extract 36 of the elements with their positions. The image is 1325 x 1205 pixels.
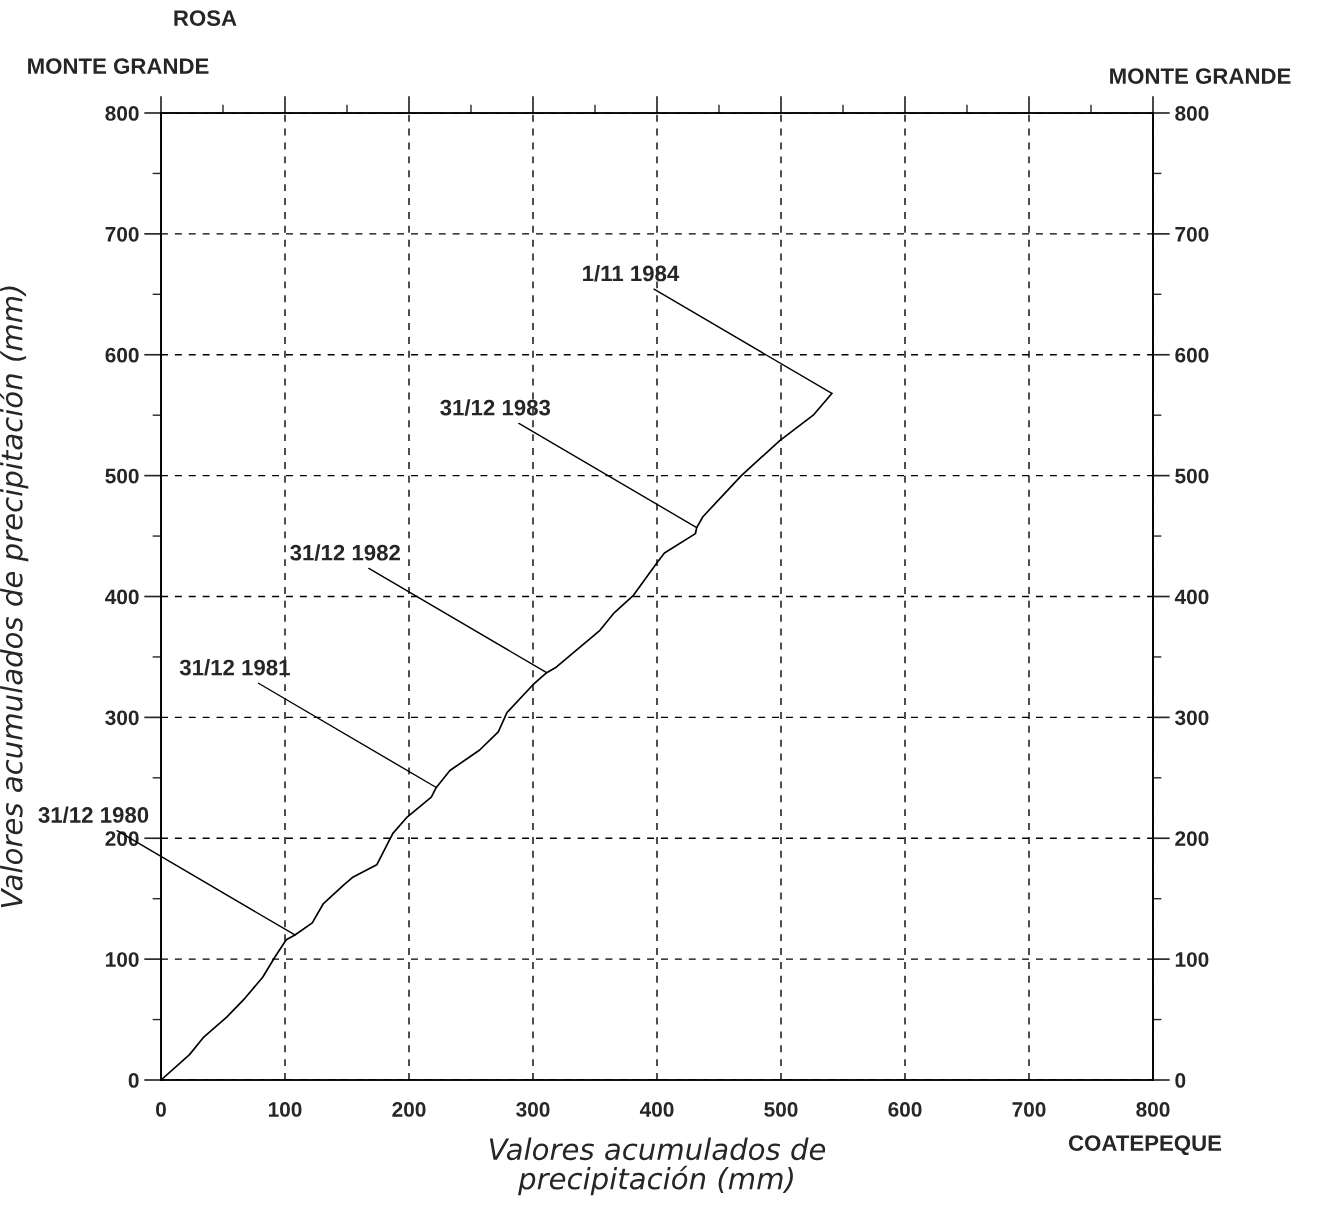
y-tick-label: 700 <box>105 226 139 242</box>
x-axis-title: Valores acumulados de precipitación (mm) <box>489 1137 826 1196</box>
y-tick-label: 0 <box>128 1073 139 1088</box>
annotation: 31/12 1983 <box>440 399 551 416</box>
y-tick-label: 500 <box>105 468 139 484</box>
x-tick-label: 300 <box>516 1102 550 1117</box>
annotation: 31/12 1982 <box>290 544 400 561</box>
y2-tick-label: 600 <box>1175 347 1209 363</box>
x-tick-label: 200 <box>392 1102 426 1117</box>
y2-tick-label: 200 <box>1175 831 1209 846</box>
annotation: 31/12 1980 <box>38 806 149 824</box>
chart-title: ROSA <box>174 10 237 26</box>
text: COATEPEQUE <box>1068 1135 1222 1156</box>
y-tick-label: 300 <box>105 710 139 726</box>
y2-tick-label: 500 <box>1175 468 1209 484</box>
y2-tick-label: 700 <box>1175 226 1209 242</box>
x-tick-label: 800 <box>1136 1102 1170 1117</box>
x-tick-label: 0 <box>156 1102 166 1117</box>
y-tick-label: 400 <box>105 589 139 605</box>
y2-tick-label: 300 <box>1175 710 1209 726</box>
y-tick-label: 800 <box>105 106 139 121</box>
y2-tick-label: 400 <box>1174 589 1209 605</box>
y-tick-label: 600 <box>105 347 139 363</box>
y2-tick-label: 0 <box>1175 1073 1186 1088</box>
x-tick-label: 100 <box>268 1102 302 1117</box>
chart-subtitle: MONTE GRANDE <box>28 58 209 74</box>
y2-tick-label: 100 <box>1175 952 1209 967</box>
x-tick-label: 700 <box>1012 1102 1046 1117</box>
x-tick-label: 400 <box>639 1102 674 1117</box>
x-tick-label: 500 <box>764 1102 798 1117</box>
y2-axis-title: MONTE GRANDE <box>1110 68 1291 84</box>
annotation: 1/11 1984 <box>583 265 680 282</box>
y2-tick-label: 800 <box>1175 106 1209 121</box>
x-tick-label: 600 <box>888 1102 922 1117</box>
y-tick-label: 100 <box>106 952 139 967</box>
annotation: 31/12 1981 <box>179 659 290 676</box>
